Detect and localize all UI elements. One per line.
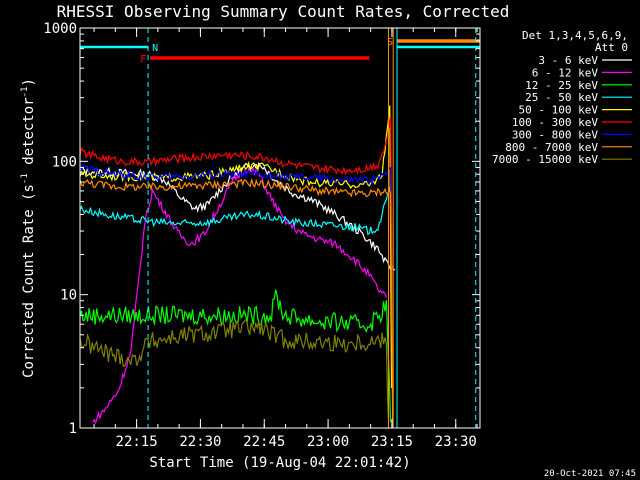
flag-layer: NF S: [80, 28, 480, 428]
flag-label-s: S: [387, 37, 393, 48]
series-layer: [79, 105, 396, 429]
series-line-8: [79, 177, 394, 429]
x-axis-label: Start Time (19-Aug-04 22:01:42): [149, 455, 410, 471]
x-tick-label-1: 22:15: [116, 434, 158, 450]
legend-label-9: 7000 - 15000 keV: [492, 153, 598, 166]
series-line-3: [79, 289, 392, 423]
legend-label-8: 800 - 7000 keV: [505, 141, 598, 154]
legend-label-6: 100 - 300 keV: [512, 116, 598, 129]
y-axis-label-end: ): [21, 78, 37, 86]
flag-label-f: F: [140, 54, 146, 65]
y-tick-label-1: 1: [69, 421, 77, 437]
legend-label-1: 3 - 6 keV: [538, 54, 598, 67]
y-axis-label-sup2: -1: [20, 87, 30, 98]
series-line-2: [92, 166, 387, 425]
series-line-7: [79, 163, 393, 365]
legend-header-1: Det 1,3,4,5,6,9,: [522, 29, 628, 42]
y-axis-label-sup1: -1: [20, 173, 30, 184]
svg-text:Corrected Count Rate (s-1 dete: Corrected Count Rate (s-1 detector-1): [20, 78, 37, 378]
y-tick-label-4: 1000: [43, 21, 77, 37]
series-line-9: [79, 319, 390, 423]
x-tick-label-5: 23:15: [371, 434, 413, 450]
y-tick-label-2: 10: [60, 288, 77, 304]
y-axis-label: Corrected Count Rate (s-1 detector-1): [20, 78, 37, 378]
footer-date: 20-Oct-2021 07:45: [544, 469, 636, 479]
x-tick-label-4: 23:00: [307, 434, 349, 450]
series-line-5: [79, 105, 393, 388]
legend-header-2: Att 0: [595, 41, 628, 54]
y-axis-label-base: Corrected Count Rate (s: [21, 184, 37, 378]
y-tick-label-3: 100: [52, 154, 77, 170]
axis-layer: 1 10 100 1000 22:15 22:30 22:45 23:00 23:15 23:30: [43, 21, 481, 450]
x-tick-label-2: 22:30: [179, 434, 221, 450]
plot-frame: [79, 27, 481, 429]
x-tick-label-3: 22:45: [243, 434, 285, 450]
flag-label-n: N: [152, 43, 158, 54]
series-line-6: [79, 116, 394, 395]
chart-title: RHESSI Observing Summary Count Rates, Co…: [57, 2, 510, 21]
legend-label-2: 6 - 12 keV: [532, 66, 599, 79]
legend-label-5: 50 - 100 keV: [519, 104, 599, 117]
x-tick-label-6: 23:30: [435, 434, 477, 450]
y-axis-label-mid: detector: [21, 97, 37, 173]
legend-label-7: 300 - 800 keV: [512, 128, 598, 141]
legend-label-4: 25 - 50 keV: [525, 91, 598, 104]
series-line-4: [79, 184, 394, 429]
legend-label-3: 12 - 25 keV: [525, 79, 598, 92]
